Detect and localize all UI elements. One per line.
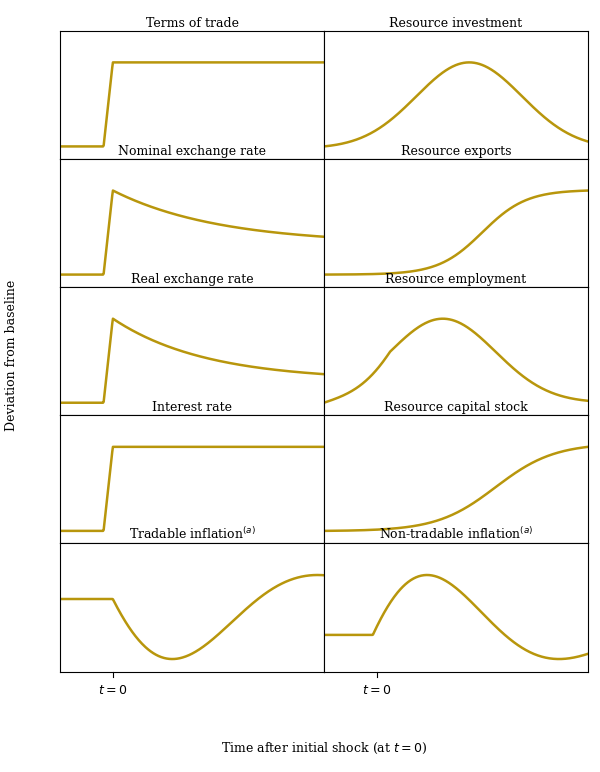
Text: Time after initial shock (at $t = 0$): Time after initial shock (at $t = 0$)	[221, 741, 427, 757]
Title: Tradable inflation$^{(a)}$: Tradable inflation$^{(a)}$	[128, 527, 256, 542]
Title: Resource exports: Resource exports	[401, 145, 511, 157]
Title: Interest rate: Interest rate	[152, 401, 232, 414]
Title: Resource employment: Resource employment	[385, 273, 527, 286]
Title: Real exchange rate: Real exchange rate	[131, 273, 253, 286]
Title: Resource investment: Resource investment	[389, 17, 523, 29]
Text: $t = 0$: $t = 0$	[362, 685, 391, 697]
Text: Deviation from baseline: Deviation from baseline	[5, 279, 19, 431]
Title: Terms of trade: Terms of trade	[146, 17, 239, 29]
Title: Resource capital stock: Resource capital stock	[384, 401, 528, 414]
Title: Nominal exchange rate: Nominal exchange rate	[118, 145, 266, 157]
Title: Non-tradable inflation$^{(a)}$: Non-tradable inflation$^{(a)}$	[379, 527, 533, 542]
Text: $t = 0$: $t = 0$	[98, 685, 127, 697]
